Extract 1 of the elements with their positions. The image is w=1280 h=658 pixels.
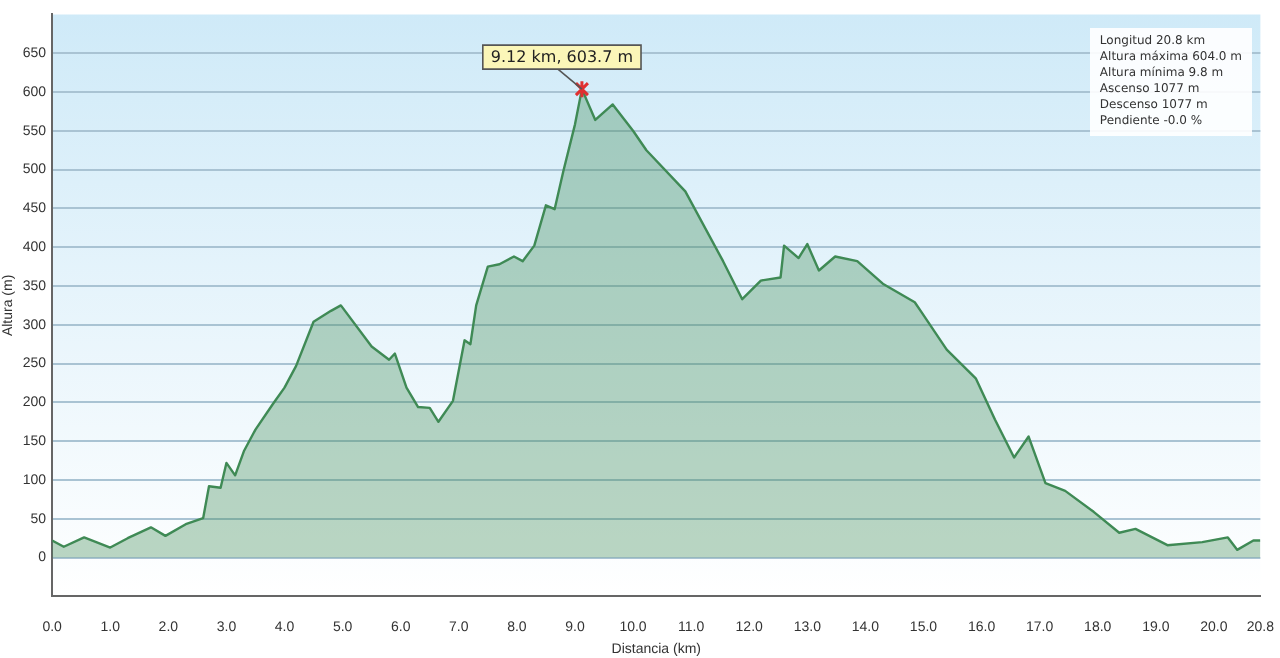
annotation: 9.12 km, 603.7 m [490, 48, 634, 67]
